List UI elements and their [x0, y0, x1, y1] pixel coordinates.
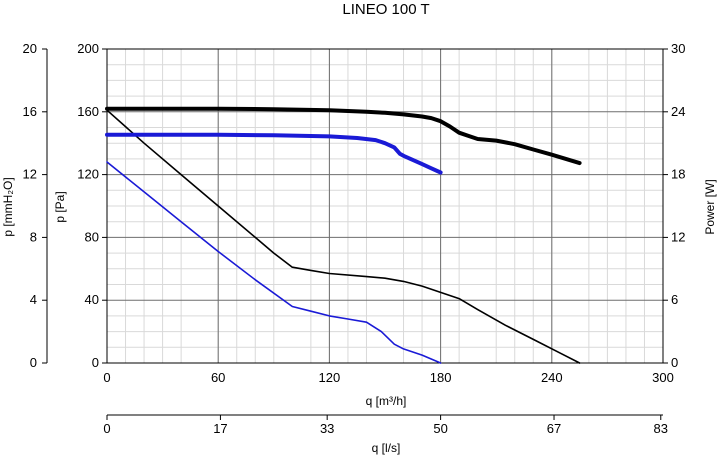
pa-tick-label: 40 — [85, 292, 99, 307]
y-axis-label-pa: p [Pa] — [53, 191, 67, 222]
ls-tick-label: 33 — [320, 421, 334, 436]
x-tick-label: 180 — [430, 370, 452, 385]
ls-tick-label: 83 — [654, 421, 668, 436]
blue-power-curve — [105, 132, 443, 175]
power-tick-label: 18 — [671, 167, 685, 182]
black-power-curve — [105, 106, 582, 166]
grid — [107, 49, 663, 363]
mmh2o-tick-label: 8 — [30, 229, 37, 244]
pa-tick-label: 0 — [92, 355, 99, 370]
blue-pressure-curve — [106, 161, 442, 364]
x-axis-label: q [m³/h] — [366, 394, 407, 408]
x-secondary-axis-label: q [l/s] — [372, 441, 401, 455]
power-tick-label: 12 — [671, 229, 685, 244]
pa-tick-label: 80 — [85, 229, 99, 244]
power-tick-label: 0 — [671, 355, 678, 370]
axes — [42, 48, 668, 420]
y-axis-label-power: Power [W] — [703, 179, 717, 234]
mmh2o-tick-label: 16 — [23, 104, 37, 119]
power-tick-label: 24 — [671, 104, 685, 119]
ls-tick-label: 0 — [103, 421, 110, 436]
x-tick-label: 60 — [211, 370, 225, 385]
ls-tick-label: 50 — [433, 421, 447, 436]
x-tick-label: 300 — [652, 370, 674, 385]
chart-title: LINEO 100 T — [342, 1, 429, 18]
x-tick-label: 0 — [103, 370, 110, 385]
mmh2o-tick-label: 20 — [23, 41, 37, 56]
pa-tick-label: 160 — [77, 104, 99, 119]
x-tick-label: 240 — [541, 370, 563, 385]
pa-tick-label: 200 — [77, 41, 99, 56]
black-pressure-curve — [106, 109, 581, 364]
power-tick-label: 6 — [671, 292, 678, 307]
mmh2o-tick-label: 0 — [30, 355, 37, 370]
pa-tick-label: 120 — [77, 167, 99, 182]
mmh2o-tick-label: 4 — [30, 292, 37, 307]
series — [105, 106, 582, 364]
x-tick-label: 120 — [319, 370, 341, 385]
mmh2o-tick-label: 12 — [23, 167, 37, 182]
ls-tick-label: 67 — [547, 421, 561, 436]
power-tick-label: 30 — [671, 41, 685, 56]
y-axis-label-mmh2o: p [mmH₂O] — [1, 177, 15, 236]
ls-tick-label: 17 — [213, 421, 227, 436]
plot-frame — [106, 48, 664, 364]
